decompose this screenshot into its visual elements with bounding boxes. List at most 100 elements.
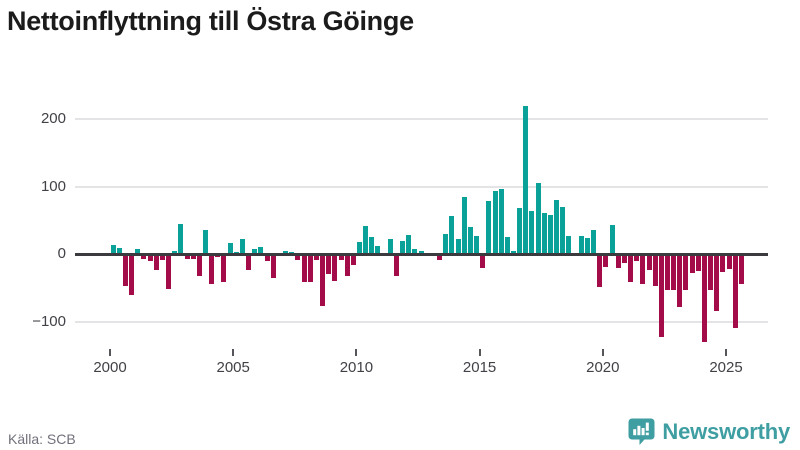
- bar-2022q3: [665, 254, 670, 291]
- bar-2021q3: [640, 254, 646, 285]
- bar-2010q4: [375, 245, 381, 254]
- bar-2018q1: [554, 200, 560, 254]
- bar-2008q1: [307, 254, 313, 282]
- bar-2017q3: [541, 212, 547, 254]
- bar-2018q2: [560, 206, 566, 254]
- x-tick-2010: [355, 349, 358, 356]
- bar-2021q2: [634, 254, 640, 262]
- x-tick-label-2015: 2015: [462, 359, 497, 376]
- brand-name: Newsworthy: [662, 419, 790, 444]
- bar-2006q3: [270, 254, 276, 279]
- bar-2002q1: [159, 254, 165, 261]
- bar-2014q4: [474, 236, 480, 254]
- bar-2022q1: [652, 254, 658, 287]
- bar-2024q1: [701, 254, 707, 343]
- bar-chart-speech-bubble-icon: [628, 418, 655, 446]
- x-tick-label-2010: 2010: [339, 359, 374, 376]
- bar-2018q3: [566, 235, 572, 254]
- y-tick-label--100: −100: [32, 312, 66, 330]
- bar-2015q2: [486, 200, 492, 254]
- bar-2016q4: [523, 105, 529, 254]
- bar-2003q2: [190, 254, 196, 259]
- bar-2014q2: [461, 196, 467, 254]
- bar-2006q2: [264, 254, 270, 261]
- bar-2011q2: [387, 239, 393, 254]
- bar-2003q4: [203, 230, 208, 254]
- newsworthy-logo: Newsworthy: [628, 418, 790, 446]
- bar-2005q3: [246, 254, 252, 270]
- bar-2005q4: [252, 248, 258, 254]
- bar-2023q1: [677, 254, 683, 308]
- bar-2009q3: [344, 254, 350, 276]
- bar-2002q4: [178, 223, 184, 254]
- x-tick-2015: [478, 349, 481, 356]
- bar-2013q2: [437, 254, 443, 261]
- x-tick-2005: [232, 349, 235, 356]
- bar-2024q4: [720, 254, 726, 272]
- bar-2010q3: [369, 237, 375, 254]
- page-title: Nettoinflyttning till Östra Göinge: [7, 6, 414, 36]
- bar-2020q2: [609, 224, 615, 254]
- x-tick-label-2025: 2025: [709, 359, 743, 376]
- zero-axis-line: [75, 252, 768, 256]
- bar-2008q2: [313, 254, 319, 261]
- bar-2023q4: [695, 254, 701, 271]
- bar-2019q2: [584, 238, 590, 254]
- bar-2011q3: [393, 254, 399, 276]
- plot-area: [75, 60, 768, 350]
- bar-2024q3: [714, 254, 720, 312]
- bar-2004q1: [209, 254, 215, 284]
- bar-2023q3: [689, 254, 695, 273]
- bar-2016q1: [504, 237, 510, 254]
- bar-2017q2: [535, 183, 541, 254]
- bar-2000q1: [110, 245, 116, 254]
- bar-2002q2: [166, 254, 172, 290]
- bar-2004q3: [221, 254, 227, 283]
- bar-2019q1: [578, 235, 584, 254]
- bar-2017q1: [529, 211, 535, 254]
- bar-2013q4: [449, 215, 455, 254]
- bar-2001q1: [135, 248, 141, 254]
- bar-2006q1: [258, 246, 264, 254]
- bar-2000q3: [122, 254, 128, 286]
- bar-2023q2: [683, 254, 689, 291]
- bar-2025q1: [726, 254, 732, 269]
- bar-2005q2: [239, 239, 245, 254]
- bar-2024q2: [708, 254, 714, 290]
- bar-2020q1: [603, 254, 609, 267]
- gridline-100: [75, 185, 768, 188]
- bar-2014q1: [455, 239, 461, 254]
- x-tick-2025: [725, 349, 727, 356]
- bar-2004q4: [227, 243, 233, 254]
- bar-2004q2: [215, 254, 221, 258]
- bar-2001q4: [153, 254, 159, 271]
- bar-2019q3: [591, 229, 597, 254]
- bar-2011q4: [400, 240, 406, 254]
- bar-2020q3: [615, 254, 621, 268]
- y-tick-label-0: 0: [57, 245, 66, 262]
- bar-2022q2: [658, 254, 664, 338]
- bar-2020q4: [621, 254, 627, 264]
- bar-2008q4: [326, 254, 332, 274]
- bar-2012q1: [406, 235, 412, 254]
- bar-2010q2: [363, 225, 369, 254]
- bar-2000q2: [116, 247, 122, 254]
- x-tick-label-2005: 2005: [216, 359, 250, 376]
- bar-2016q2: [511, 250, 516, 254]
- bar-2025q3: [738, 254, 744, 284]
- bar-2021q1: [628, 254, 634, 282]
- x-tick-2020: [601, 349, 604, 356]
- x-tick-label-2020: 2020: [586, 359, 620, 376]
- bar-2000q4: [129, 254, 135, 295]
- bar-2021q4: [646, 254, 652, 270]
- bar-2003q3: [196, 254, 202, 277]
- bar-2009q2: [338, 254, 344, 261]
- x-tick-label-2000: 2000: [93, 359, 127, 376]
- bar-2015q3: [492, 190, 498, 254]
- bar-2007q4: [301, 254, 307, 283]
- bar-2013q3: [443, 234, 449, 254]
- bar-2009q1: [332, 254, 338, 281]
- bar-2025q2: [732, 254, 738, 328]
- bar-2012q2: [412, 249, 418, 254]
- bar-2001q3: [147, 254, 153, 262]
